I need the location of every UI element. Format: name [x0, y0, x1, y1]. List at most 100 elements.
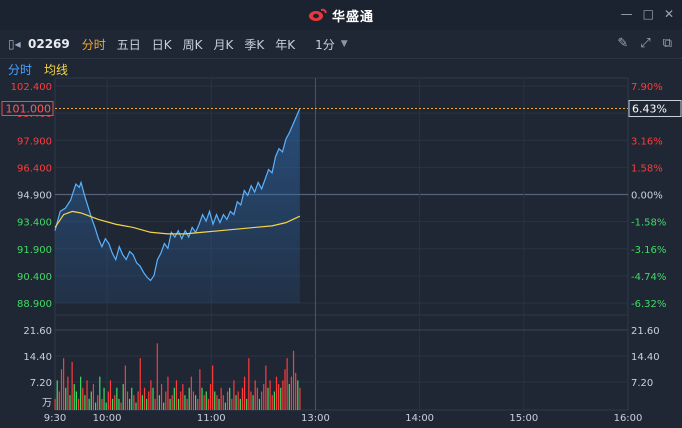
chart-legend: 分时 均线 — [0, 59, 682, 79]
volume-bar — [224, 402, 227, 410]
volume-bar — [77, 398, 80, 410]
title-bar: 华盛通 — □ ✕ — [0, 0, 682, 30]
volume-bar — [135, 402, 137, 410]
pct-tick-label: -6.32% — [631, 299, 666, 310]
volume-bar — [295, 372, 297, 410]
collapse-sidebar-icon[interactable]: ▯◂ — [8, 37, 21, 51]
price-area — [55, 108, 300, 304]
volume-bar — [139, 358, 141, 410]
pct-tick-label: -3.16% — [631, 245, 666, 256]
volume-bar — [205, 391, 207, 410]
time-tick-label: 14:00 — [405, 413, 434, 424]
volume-bar — [261, 391, 263, 410]
volume-bar — [292, 350, 295, 410]
volume-tick-label: 14.40 — [23, 352, 52, 363]
plot-frame — [54, 77, 629, 411]
volume-bar — [263, 384, 265, 410]
volume-bar — [111, 398, 114, 410]
volume-bar — [150, 380, 152, 410]
tab-4[interactable]: 月K — [213, 37, 234, 52]
volume-bar — [275, 376, 278, 410]
volume-tick-label-right: 14.40 — [631, 352, 660, 363]
volume-bar — [63, 358, 65, 410]
volume-bar — [212, 365, 214, 410]
draw-pen-icon[interactable]: ✎ — [617, 36, 629, 51]
brand: 华盛通 — [308, 6, 374, 25]
pct-tick-label: 0.00% — [631, 191, 663, 202]
volume-bar — [129, 398, 131, 410]
volume-bar — [116, 387, 118, 410]
volume-bar — [141, 395, 143, 410]
volume-bar — [190, 376, 192, 410]
volume-bar — [241, 387, 244, 410]
fullscreen-icon[interactable]: ⤢ — [640, 36, 651, 51]
volume-bar — [186, 398, 188, 410]
time-tick-label: 16:00 — [614, 413, 643, 424]
brand-logo-icon — [308, 8, 327, 21]
volume-bar — [118, 398, 120, 410]
volume-bar — [269, 380, 271, 410]
volume-bar — [243, 376, 246, 410]
pct-tick-label: 3.16% — [631, 136, 663, 147]
volume-bar — [282, 380, 284, 410]
maximize-icon[interactable]: □ — [642, 7, 654, 21]
popout-icon[interactable]: ⧉ — [662, 36, 672, 51]
volume-bar — [258, 398, 261, 410]
tab-2[interactable]: 日K — [151, 37, 172, 52]
volume-bar — [218, 398, 220, 410]
volume-bar — [120, 402, 122, 410]
tab-0[interactable]: 分时 — [81, 37, 106, 52]
volume-bar — [216, 395, 218, 410]
volume-bar — [163, 402, 165, 410]
current-pct-label: 6.43% — [632, 103, 667, 116]
volume-bar — [148, 391, 150, 410]
volume-bar — [182, 384, 184, 410]
chart-toolbar: ▯◂ 02269 分时 五日 日K 周K 月K 季K 年K 1分 ▼ ✎ ⤢ ⧉ — [0, 30, 682, 59]
volume-bar — [122, 384, 124, 410]
window-controls: — □ ✕ — [621, 7, 674, 21]
minimize-icon[interactable]: — — [620, 7, 633, 21]
volume-bar — [256, 387, 258, 410]
volume-bar — [67, 376, 69, 410]
price-tick-label: 93.400 — [17, 218, 52, 229]
volume-bar — [169, 398, 171, 410]
tab-1[interactable]: 五日 — [116, 37, 141, 52]
time-tick-label: 13:00 — [301, 413, 330, 424]
volume-bar — [201, 387, 203, 410]
price-tick-label: 91.900 — [17, 245, 52, 256]
price-tick-label: 96.400 — [17, 163, 52, 174]
tab-3[interactable]: 周K — [182, 37, 203, 52]
volume-bar — [220, 387, 222, 410]
volume-bar — [278, 384, 280, 410]
volume-bar — [188, 387, 190, 410]
volume-bar — [267, 387, 269, 410]
volume-bar — [203, 395, 205, 410]
volume-bar — [105, 402, 107, 410]
interval-select[interactable]: 1分 ▼ — [315, 36, 348, 53]
pct-tick-label: 7.90% — [631, 82, 663, 93]
price-tick-label: 102.400 — [11, 82, 52, 93]
volume-bar — [173, 387, 175, 410]
brand-name: 华盛通 — [331, 9, 374, 25]
volume-bar — [156, 343, 158, 410]
volume-bar — [199, 369, 201, 410]
volume-bar — [69, 395, 71, 410]
volume-bar — [160, 384, 163, 410]
legend-average-line: 均线 — [44, 62, 69, 77]
tab-5[interactable]: 季K — [244, 37, 265, 52]
volume-bar — [235, 395, 237, 410]
volume-bar — [101, 398, 103, 410]
volume-bar — [84, 395, 86, 410]
volume-bar — [197, 398, 199, 410]
volume-bar — [82, 387, 84, 410]
period-tabs: 分时 五日 日K 周K 月K 季K 年K — [82, 36, 295, 53]
volume-bar — [209, 384, 212, 410]
volume-bar — [177, 398, 180, 410]
volume-bar — [94, 402, 97, 410]
price-tick-label: 90.400 — [17, 272, 52, 283]
close-icon[interactable]: ✕ — [663, 7, 674, 21]
pct-tick-label: 1.58% — [631, 163, 663, 174]
volume-bar — [137, 391, 139, 410]
volume-bar — [288, 384, 290, 410]
tab-6[interactable]: 年K — [275, 37, 296, 52]
